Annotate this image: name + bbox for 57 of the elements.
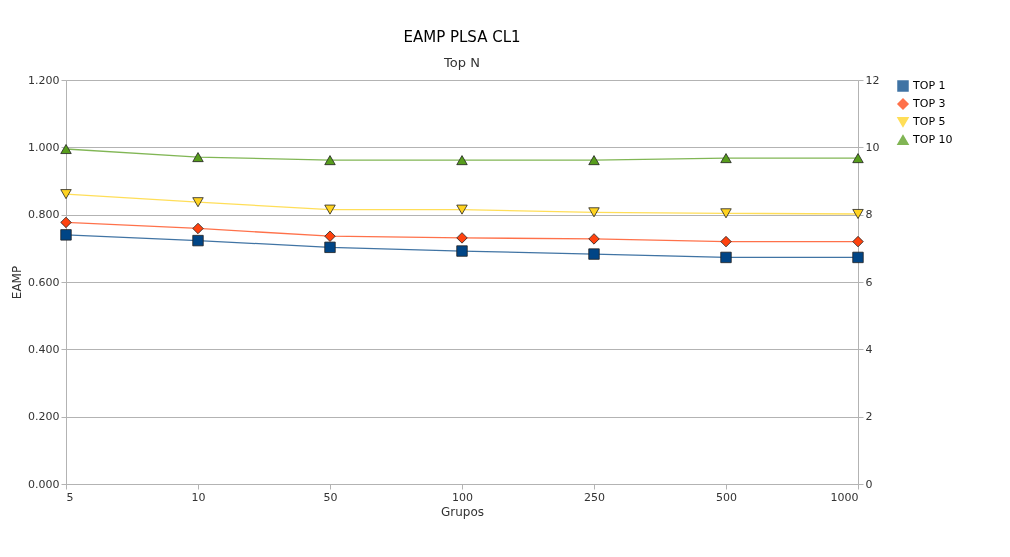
legend-label: TOP 5	[912, 115, 946, 128]
point	[852, 235, 864, 248]
y-tick-label: 0.600	[28, 275, 60, 289]
y-tick-label: 1.000	[28, 140, 60, 154]
point	[588, 207, 600, 218]
point	[60, 189, 72, 200]
point	[456, 245, 468, 257]
point	[456, 155, 468, 166]
point	[852, 153, 864, 164]
point	[324, 241, 336, 253]
y2-tick-label: 0	[865, 477, 873, 491]
point	[588, 155, 600, 166]
y2-tick-label: 4	[865, 342, 873, 356]
y-tick-label: 0.200	[28, 410, 60, 424]
point	[192, 152, 204, 163]
point	[720, 208, 732, 219]
x-tick-label: 250	[584, 490, 605, 504]
point	[192, 197, 204, 208]
y-tick-label: 1.200	[28, 73, 60, 87]
chart-subtitle: Top N	[443, 55, 480, 70]
x-tick-label: 5	[66, 490, 74, 504]
point	[852, 251, 864, 264]
y-axis-title: EAMP	[10, 265, 25, 300]
y2-tick-label: 6	[865, 275, 873, 289]
point	[324, 230, 336, 242]
legend-label: TOP 1	[912, 79, 946, 92]
point	[588, 233, 600, 245]
y-tick-label: 0.800	[28, 208, 60, 222]
point	[852, 209, 864, 219]
x-tick-label: 1000	[830, 490, 859, 504]
legend-label: TOP 10	[912, 133, 953, 146]
y2-tick-label: 8	[865, 208, 873, 222]
point	[324, 155, 336, 166]
point	[60, 144, 72, 154]
point	[720, 251, 732, 264]
point	[456, 232, 468, 244]
y2-tick-label: 10	[865, 140, 880, 154]
x-tick-label: 100	[452, 490, 473, 504]
chart-title: EAMP PLSA CL1	[403, 28, 521, 46]
y-tick-label: 0.000	[28, 477, 60, 491]
point	[588, 248, 600, 260]
x-tick-label: 50	[323, 490, 338, 504]
point	[324, 204, 336, 215]
y2-tick-label: 2	[865, 410, 873, 424]
point	[720, 153, 732, 164]
point	[60, 229, 72, 241]
point	[192, 222, 204, 235]
point	[60, 216, 72, 229]
y2-tick-label: 12	[865, 73, 880, 87]
x-tick-label: 500	[716, 490, 737, 504]
point	[192, 234, 204, 247]
y-tick-label: 0.400	[28, 342, 60, 356]
x-axis-title: Grupos	[440, 504, 485, 519]
legend-label: TOP 3	[912, 97, 946, 110]
point	[720, 235, 732, 248]
x-tick-label: 10	[191, 490, 206, 504]
point	[456, 204, 468, 215]
